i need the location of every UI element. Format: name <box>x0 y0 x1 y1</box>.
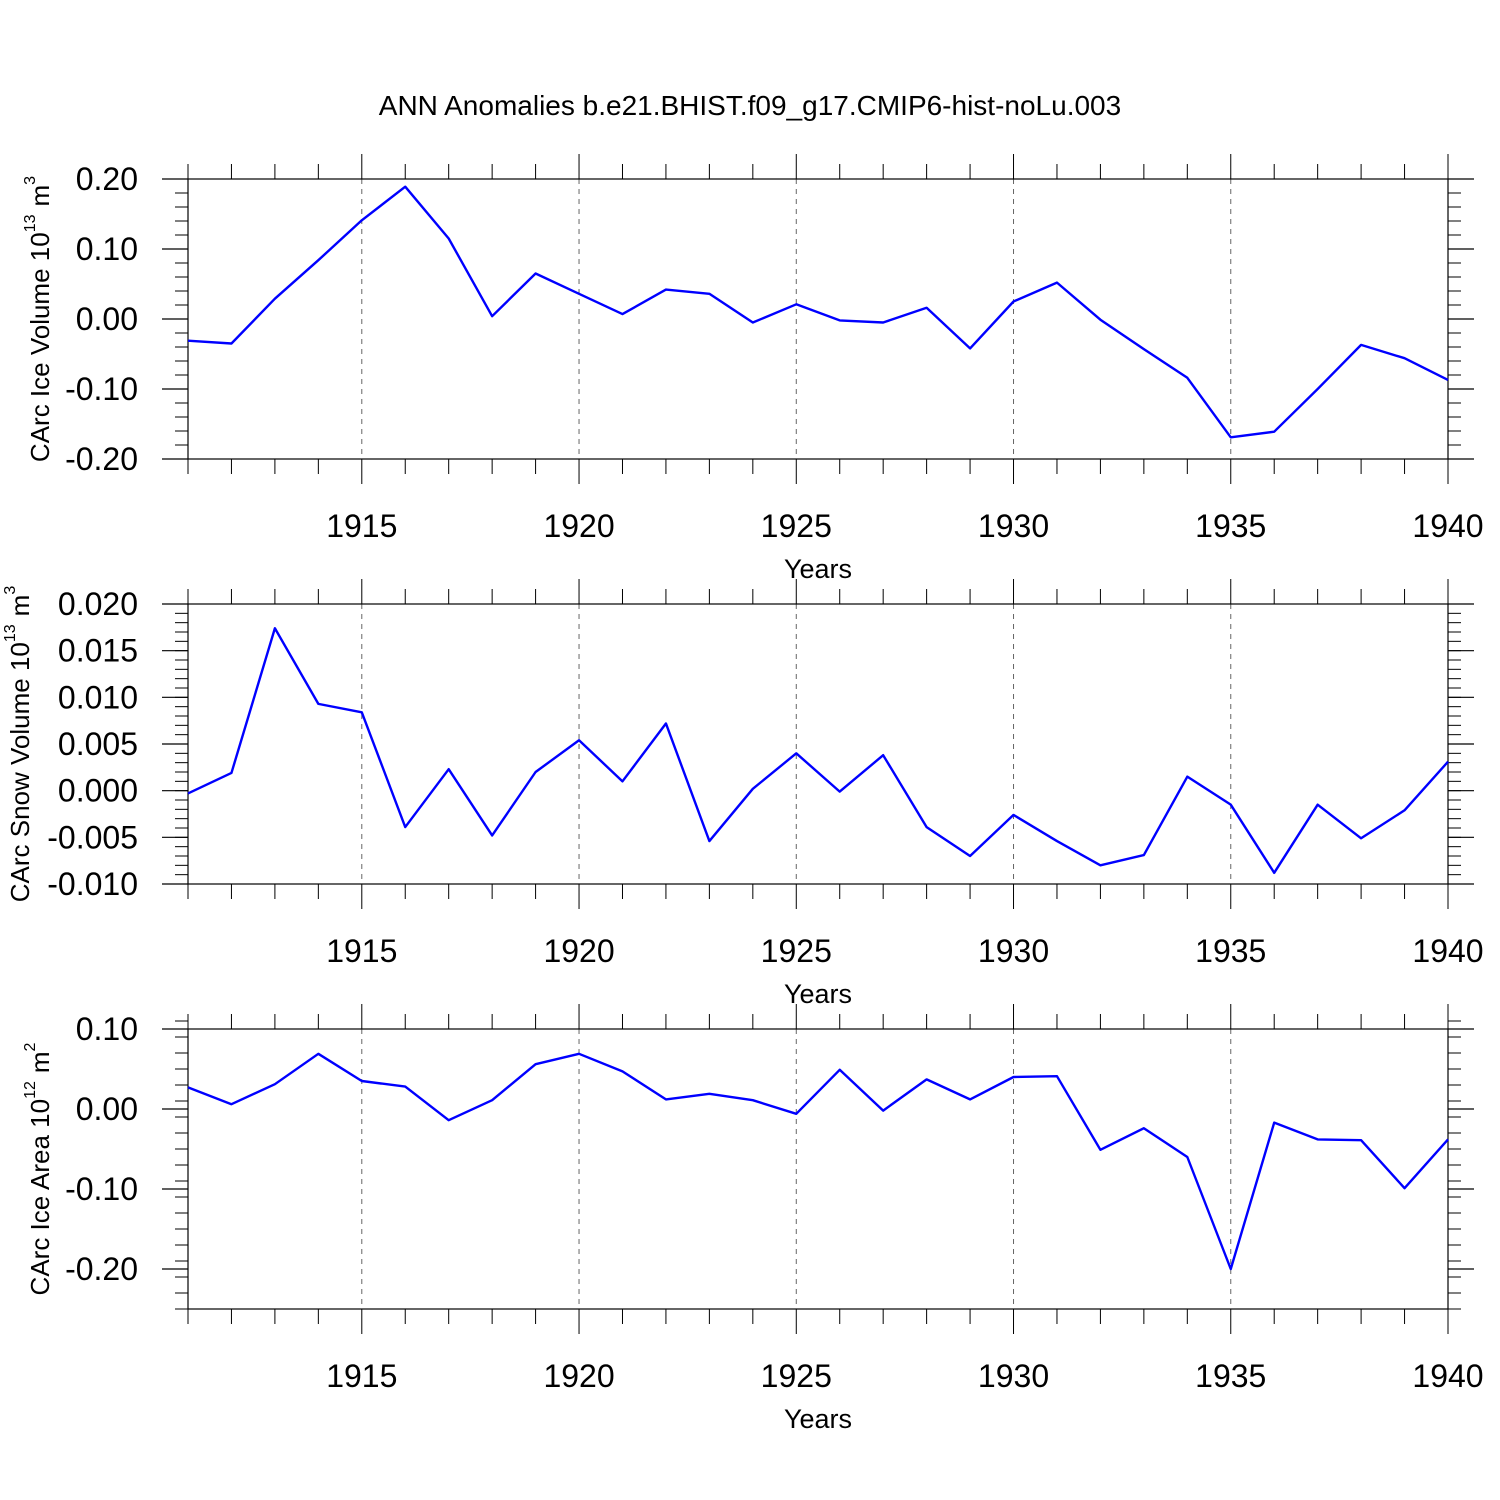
y-label-exponent: 12 <box>22 1081 39 1099</box>
y-label-main: CArc Ice Volume 10 <box>25 232 55 462</box>
y-tick-label: 0.010 <box>58 679 138 715</box>
y-label-main: CArc Ice Area 10 <box>25 1099 55 1296</box>
x-tick-label: 1930 <box>978 1358 1049 1394</box>
x-tick-label: 1940 <box>1412 933 1483 969</box>
y-tick-label: 0.015 <box>58 633 138 669</box>
y-axis-label: CArc Snow Volume 1013 m3 <box>2 586 35 903</box>
y-tick-label: 0.020 <box>58 586 138 622</box>
y-label-exponent: 13 <box>2 624 19 642</box>
y-tick-label: 0.005 <box>58 726 138 762</box>
y-tick-label: 0.10 <box>76 1011 138 1047</box>
x-tick-label: 1915 <box>326 508 397 544</box>
x-tick-label: 1920 <box>543 933 614 969</box>
y-tick-label: -0.20 <box>65 441 138 477</box>
y-tick-label: 0.00 <box>76 1091 138 1127</box>
panel-ice-volume: 0.20 0.10 0.00 -0.10 -0.20 1915 1920 1925 1930 19… <box>22 154 1484 584</box>
x-tick-label: 1940 <box>1412 1358 1483 1394</box>
x-tick-label: 1925 <box>761 1358 832 1394</box>
panels: 0.20 0.10 0.00 -0.10 -0.20 1915 1920 1925 1930 19… <box>2 154 1484 1434</box>
y-tick-label: -0.20 <box>65 1251 138 1287</box>
y-tick-label: 0.000 <box>58 773 138 809</box>
y-tick-label: 0.00 <box>76 301 138 337</box>
chart-title: ANN Anomalies b.e21.BHIST.f09_g17.CMIP6-… <box>379 90 1121 121</box>
y-label-unit-exponent: 2 <box>22 1042 39 1051</box>
y-tick-label: 0.10 <box>76 231 138 267</box>
y-label-unit-exponent: 3 <box>22 176 39 185</box>
x-axis-label: Years <box>784 554 852 584</box>
x-tick-label: 1915 <box>326 1358 397 1394</box>
x-tick-label: 1940 <box>1412 508 1483 544</box>
x-axis-label: Years <box>784 979 852 1009</box>
x-tick-label: 1930 <box>978 508 1049 544</box>
y-tick-label: -0.010 <box>47 866 138 902</box>
x-tick-label: 1920 <box>543 1358 614 1394</box>
y-tick-label: 0.20 <box>76 161 138 197</box>
y-label-exponent: 13 <box>22 214 39 232</box>
x-tick-label: 1925 <box>761 508 832 544</box>
x-tick-label: 1935 <box>1195 508 1266 544</box>
series-line-snow-volume <box>187 627 1449 874</box>
y-label-unit: m <box>5 595 35 617</box>
y-axis-label: CArc Ice Volume 1013 m3 <box>22 176 55 462</box>
x-tick-label: 1915 <box>326 933 397 969</box>
x-tick-label: 1920 <box>543 508 614 544</box>
x-tick-label: 1925 <box>761 933 832 969</box>
y-tick-label: -0.10 <box>65 371 138 407</box>
series-line-ice-volume <box>187 185 1449 439</box>
y-tick-label: -0.005 <box>47 819 138 855</box>
y-tick-label: -0.10 <box>65 1171 138 1207</box>
x-tick-label: 1935 <box>1195 1358 1266 1394</box>
plot-frame <box>187 178 1449 460</box>
y-axis-label: CArc Ice Area 1012 m2 <box>22 1042 55 1295</box>
x-tick-label: 1935 <box>1195 933 1266 969</box>
panel-snow-volume: 0.020 0.015 0.010 0.005 0.000 -0.005 -0.010 191… <box>2 579 1484 1009</box>
y-label-unit: m <box>25 185 55 207</box>
y-label-unit: m <box>25 1051 55 1073</box>
series-line-ice-area <box>187 1052 1449 1271</box>
y-label-main: CArc Snow Volume 10 <box>5 642 35 902</box>
plot-frame <box>187 603 1449 885</box>
x-tick-label: 1930 <box>978 933 1049 969</box>
x-axis-label: Years <box>784 1404 852 1434</box>
y-label-unit-exponent: 3 <box>2 586 19 595</box>
plot-frame <box>187 1028 1449 1310</box>
panel-ice-area: 0.10 0.00 -0.10 -0.20 1915 1920 1925 1930 1935 19… <box>22 1004 1484 1434</box>
